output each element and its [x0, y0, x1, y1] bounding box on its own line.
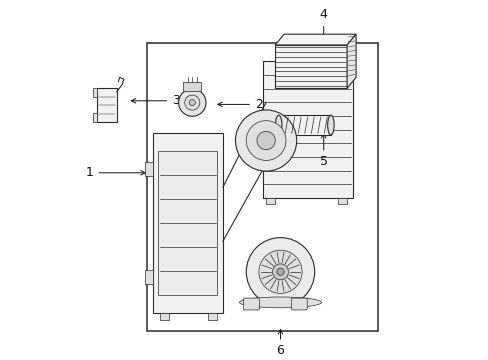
FancyBboxPatch shape — [243, 298, 259, 310]
Text: 3: 3 — [131, 94, 180, 107]
Bar — [275, 45, 346, 88]
Bar — [97, 88, 117, 122]
Circle shape — [258, 250, 302, 293]
Circle shape — [235, 110, 296, 171]
Circle shape — [245, 121, 285, 161]
Text: 1: 1 — [85, 166, 145, 179]
FancyBboxPatch shape — [291, 298, 306, 310]
Bar — [337, 198, 346, 204]
Text: 4: 4 — [319, 8, 327, 41]
Ellipse shape — [239, 297, 321, 308]
Bar — [208, 313, 217, 320]
Text: 5: 5 — [319, 134, 327, 168]
Bar — [144, 270, 152, 284]
Bar — [152, 133, 223, 313]
Ellipse shape — [275, 115, 282, 135]
Polygon shape — [346, 34, 355, 88]
Bar — [278, 115, 330, 135]
Circle shape — [256, 131, 275, 150]
Bar — [147, 43, 377, 331]
Bar — [158, 151, 217, 295]
Circle shape — [189, 100, 195, 105]
Circle shape — [276, 268, 284, 275]
Circle shape — [178, 89, 205, 116]
Bar — [160, 313, 168, 320]
Bar — [144, 162, 152, 176]
Ellipse shape — [327, 115, 333, 135]
Circle shape — [184, 95, 200, 110]
Text: 6: 6 — [276, 330, 284, 357]
Bar — [92, 88, 97, 97]
Polygon shape — [183, 82, 201, 91]
Polygon shape — [275, 34, 355, 45]
Circle shape — [246, 238, 314, 306]
Bar — [92, 113, 97, 122]
Bar — [262, 61, 352, 198]
Circle shape — [272, 264, 288, 280]
Text: 2: 2 — [217, 98, 263, 111]
Bar — [265, 198, 275, 204]
